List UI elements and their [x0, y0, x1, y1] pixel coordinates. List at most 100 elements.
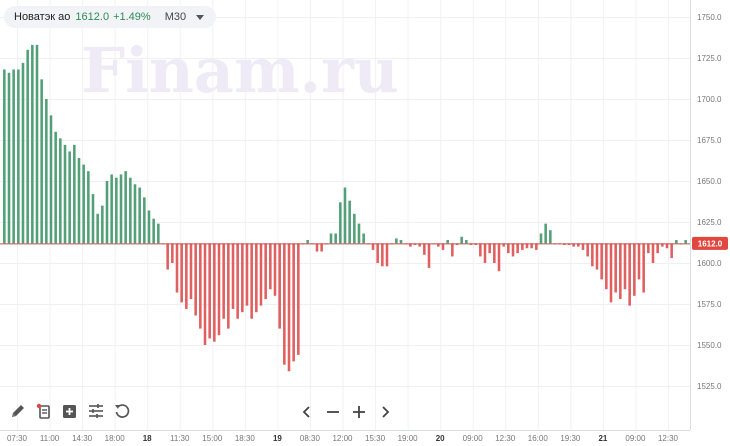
x-tick-label: 12:00 [332, 434, 353, 443]
price-tag-label: 1612.0 [698, 239, 723, 248]
x-tick-label: 15:30 [365, 434, 386, 443]
y-tick-label: 1575.0 [697, 300, 722, 309]
bar [171, 243, 174, 263]
bar [17, 69, 20, 244]
symbol-name: Новатэк ао [14, 11, 71, 23]
bar [222, 243, 225, 319]
bar [7, 72, 11, 244]
horizontal-gridlines [0, 17, 690, 387]
x-tick-label: 16:00 [528, 434, 549, 443]
y-axis-labels: 1750.0 1725.0 1700.0 1675.0 1650.0 1625.0 1600… [697, 13, 722, 391]
bar [180, 243, 183, 303]
bar [409, 243, 412, 247]
x-tick-label: 08:30 [300, 434, 321, 443]
settings-sliders-icon[interactable] [86, 401, 106, 421]
bar [460, 236, 463, 244]
bar [651, 243, 655, 263]
scroll-left-icon[interactable] [296, 401, 318, 423]
bar [675, 240, 678, 244]
bar [264, 243, 267, 300]
bar [255, 243, 258, 313]
bar [110, 174, 113, 244]
bar [143, 197, 146, 244]
bar [614, 243, 617, 293]
bar [138, 187, 141, 244]
watermark: Finam.ru [81, 34, 399, 107]
x-tick-label: 14:30 [72, 434, 93, 443]
bar [292, 243, 295, 362]
bar [105, 181, 109, 244]
bar [124, 171, 127, 244]
bar [12, 69, 15, 244]
bar [530, 243, 533, 249]
bar [250, 243, 253, 319]
bar [87, 171, 90, 244]
indicator-icon[interactable] [34, 401, 54, 421]
bar [535, 243, 538, 250]
bar [633, 243, 636, 296]
bar [91, 194, 95, 244]
bar [185, 243, 188, 309]
bar [399, 240, 403, 244]
bar [577, 243, 580, 247]
bar [40, 79, 43, 244]
bar [77, 158, 81, 244]
bar [483, 243, 487, 263]
bar [315, 243, 319, 252]
bar [647, 243, 650, 254]
bar [115, 177, 118, 244]
bar [418, 243, 421, 247]
bar [119, 174, 123, 244]
bar [511, 243, 515, 257]
vertical-gridlines [17, 0, 669, 430]
bar [73, 144, 76, 244]
bar [637, 243, 641, 280]
add-chart-icon[interactable] [60, 401, 80, 421]
bar [147, 210, 151, 244]
bar [446, 240, 449, 244]
bar [619, 243, 622, 300]
y-tick-label: 1675.0 [697, 136, 722, 145]
bar [213, 243, 216, 342]
bar [194, 243, 197, 316]
pencil-icon[interactable] [8, 401, 28, 421]
bar [217, 243, 221, 336]
y-tick-label: 1650.0 [697, 177, 722, 186]
bar [441, 243, 445, 250]
bar [283, 243, 286, 365]
bar [586, 243, 589, 257]
bar [334, 233, 337, 244]
bar [329, 233, 333, 244]
bar [670, 243, 673, 259]
y-tick-label: 1525.0 [697, 382, 722, 391]
bar [208, 243, 211, 339]
bar [497, 243, 501, 272]
bar [68, 151, 71, 244]
bar [31, 44, 34, 244]
bar [427, 243, 431, 268]
bar [231, 243, 235, 309]
timeframe-dropdown-icon[interactable] [196, 14, 205, 20]
x-tick-label: 11:00 [40, 434, 60, 443]
symbol-legend[interactable]: Новатэк ао 1612.0 +1.49% M30 [4, 6, 217, 28]
reset-icon[interactable] [112, 401, 132, 421]
scroll-right-icon[interactable] [374, 401, 396, 423]
bar [437, 243, 440, 247]
bar [343, 187, 347, 244]
bar [45, 99, 48, 244]
zoom-out-icon[interactable] [322, 401, 344, 423]
x-tick-label: 19:30 [560, 434, 581, 443]
timeframe-label[interactable]: M30 [164, 11, 187, 23]
drawing-toolbar [8, 401, 132, 421]
bar [362, 233, 365, 244]
y-tick-label: 1725.0 [697, 54, 722, 63]
bar [451, 243, 454, 257]
chart-navigation [296, 401, 396, 423]
bar [96, 213, 99, 244]
x-tick-label: 07:30 [7, 434, 28, 443]
bar [600, 243, 603, 280]
bar [572, 243, 575, 247]
bar [241, 243, 244, 313]
zoom-in-icon[interactable] [348, 401, 370, 423]
